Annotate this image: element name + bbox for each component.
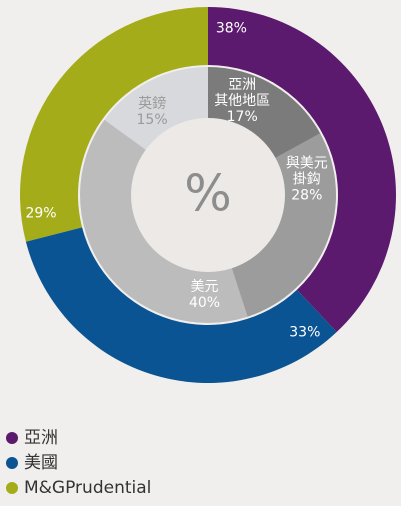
donut-segment [208, 67, 321, 158]
legend-swatch [6, 457, 18, 469]
legend-label: M&GPrudential [24, 478, 151, 498]
segment-label: 美元 [191, 279, 219, 295]
segment-label: 與美元 [286, 156, 328, 172]
value-label: 38% [216, 21, 247, 37]
donut-segment [25, 227, 337, 383]
value-label: 28% [291, 188, 322, 204]
value-label: 33% [289, 324, 320, 340]
segment-label: 掛鈎 [293, 172, 321, 188]
center-label: % [184, 165, 232, 223]
legend-label: 美國 [24, 453, 58, 473]
donut-segment [231, 133, 336, 317]
legend-label: 亞洲 [24, 428, 58, 448]
segment-label: 亞洲 [228, 77, 256, 93]
segment-label: 英鎊 [138, 95, 166, 112]
donut-segment [208, 7, 396, 333]
value-label: 29% [25, 206, 56, 222]
donut-segment [104, 67, 208, 150]
value-label: 40% [189, 295, 220, 311]
center-circle [131, 118, 285, 272]
value-label: 15% [137, 112, 168, 128]
segment-label: 其他地區 [214, 93, 270, 109]
value-label: 17% [227, 109, 258, 125]
legend-swatch [6, 482, 18, 494]
donut-segment [20, 7, 209, 242]
legend-swatch [6, 432, 18, 444]
donut-segment [80, 119, 248, 323]
